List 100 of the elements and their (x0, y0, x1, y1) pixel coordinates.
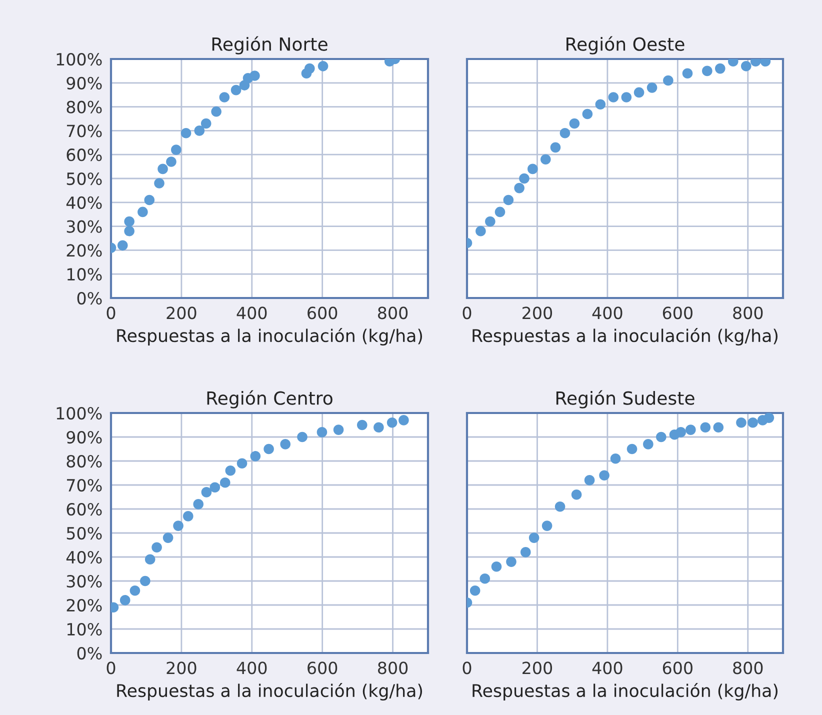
point (236, 458, 248, 469)
point (140, 576, 150, 586)
point (124, 216, 134, 227)
y-tick-label: 50% (66, 172, 102, 186)
point (571, 489, 582, 500)
point (584, 475, 595, 486)
point (152, 542, 162, 553)
x-tick-label: 600 (662, 662, 692, 674)
y-tick-label: 60% (66, 502, 102, 516)
chart-title: Región Norte (212, 36, 328, 54)
y-tick-label: 10% (67, 622, 102, 636)
point (117, 240, 128, 251)
point (542, 520, 552, 531)
point (569, 118, 580, 129)
x-tick-label: 400 (592, 662, 622, 674)
x-axis-title: Respuestas a la inoculación (kg/ha) (117, 683, 422, 701)
x-tick-label: 800 (378, 306, 408, 320)
x-tick-label: 800 (733, 662, 763, 674)
y-tick-label: 70% (66, 478, 102, 492)
point (225, 465, 236, 476)
point (643, 439, 654, 450)
point (211, 106, 222, 117)
point (200, 118, 212, 129)
y-tick-label: 90% (66, 76, 102, 90)
point (476, 226, 486, 236)
x-axis-title: Respuestas a la inoculación (kg/ha) (472, 683, 778, 701)
point (676, 427, 686, 438)
y-tick-label: 0% (77, 292, 102, 305)
x-tick-label: 0 (106, 306, 116, 320)
point (702, 66, 712, 76)
point (304, 63, 315, 74)
point (528, 164, 538, 174)
y-tick-label: 80% (66, 100, 102, 114)
x-tick-label: 600 (308, 662, 338, 674)
x-tick-label: 600 (662, 306, 692, 320)
y-tick-label: 30% (66, 574, 102, 588)
point (764, 413, 774, 423)
point (210, 482, 220, 493)
x-axis-title: Respuestas a la inoculación (kg/ha) (117, 328, 422, 346)
y-tick-label: 0% (77, 646, 102, 660)
x-axis-title: Respuestas a la inoculación (kg/ha) (472, 328, 778, 346)
point (316, 427, 328, 438)
point (736, 417, 746, 428)
point (219, 92, 230, 102)
point (528, 532, 540, 543)
point (626, 444, 638, 454)
point (470, 585, 480, 596)
x-tick-label: 800 (733, 306, 763, 320)
point (144, 194, 155, 206)
x-tick-label: 0 (462, 306, 472, 320)
x-tick-label: 400 (236, 662, 267, 674)
point (374, 422, 384, 433)
point (280, 439, 290, 450)
point (663, 75, 674, 86)
point (646, 82, 658, 93)
point (386, 417, 398, 428)
y-tick-label: 100% (56, 406, 102, 420)
point (634, 87, 644, 98)
y-tick-label: 20% (66, 244, 102, 257)
y-tick-label: 40% (66, 550, 102, 564)
x-tick-label: 0 (462, 662, 472, 674)
point (180, 128, 192, 138)
y-tick-label: 50% (66, 526, 102, 540)
point (506, 556, 516, 567)
point (494, 206, 506, 218)
point (610, 453, 621, 464)
point (740, 61, 752, 72)
point (162, 532, 174, 543)
point (621, 92, 632, 102)
point (682, 68, 693, 78)
point (700, 422, 711, 433)
y-tick-label: 20% (66, 598, 102, 612)
point (166, 156, 176, 167)
chart-title: Región Oeste (566, 36, 684, 54)
point (514, 182, 524, 194)
x-tick-label: 200 (522, 662, 552, 674)
point (748, 417, 758, 428)
point (250, 451, 261, 462)
y-tick-label: 10% (67, 268, 102, 281)
point (554, 501, 566, 512)
point (491, 561, 502, 572)
point (686, 424, 696, 435)
point (182, 511, 194, 522)
point (398, 415, 409, 426)
point (560, 128, 570, 138)
point (120, 595, 130, 606)
point (173, 520, 184, 531)
point (154, 178, 164, 188)
point (608, 92, 619, 102)
point (201, 487, 212, 498)
x-tick-label: 200 (522, 306, 552, 320)
point (171, 144, 182, 155)
point (124, 226, 134, 236)
y-tick-label: 60% (66, 148, 102, 162)
point (318, 61, 328, 72)
point (297, 432, 308, 442)
x-tick-label: 600 (308, 306, 338, 320)
point (713, 422, 724, 433)
chart-title: Región Sudeste (556, 390, 694, 408)
x-tick-label: 200 (166, 662, 196, 674)
